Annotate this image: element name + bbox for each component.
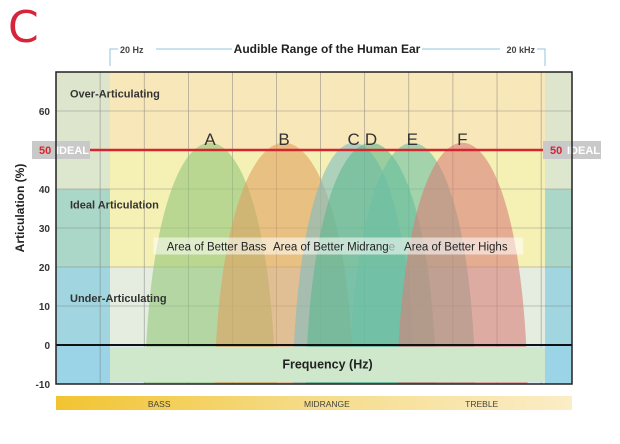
- zone-label: Under-Articulating: [70, 293, 167, 305]
- y-axis-label: Articulation (%): [13, 164, 27, 253]
- area-label: Area of Better Highs: [404, 242, 508, 254]
- audible-range-bracket: [109, 48, 546, 66]
- curve-label: B: [278, 130, 289, 149]
- range-start-label: 20 Hz: [120, 45, 144, 55]
- panel-label: C: [8, 2, 39, 53]
- curve-label: F: [457, 130, 467, 149]
- y-tick-label: 0: [44, 341, 50, 352]
- curve-label: D: [365, 130, 377, 149]
- chart-title: Audible Range of the Human Ear: [234, 42, 421, 56]
- y-tick-label: 60: [39, 107, 51, 118]
- y-tick-label: 30: [39, 224, 51, 235]
- area-label-backdrop: [153, 237, 280, 255]
- zone-label: Ideal Articulation: [70, 200, 159, 212]
- y-tick-label: 10: [39, 302, 51, 313]
- area-label-backdrop: [279, 237, 389, 255]
- area-label: Area of Better Midrange: [273, 242, 395, 254]
- band-label: TREBLE: [465, 399, 498, 409]
- band-label: MIDRANGE: [304, 399, 350, 409]
- ideal-text-label: IDEAL: [56, 145, 89, 157]
- y-tick-label: 20: [39, 263, 51, 274]
- range-end-label: 20 kHz: [506, 45, 535, 55]
- frequency-bar: [110, 347, 545, 382]
- curves: [144, 142, 528, 384]
- y-tick-label: 40: [39, 185, 51, 196]
- ideal-badge-left: [32, 141, 90, 159]
- curve-f: [397, 142, 528, 384]
- area-label-backdrop: [388, 237, 524, 255]
- edge-fade: [545, 72, 572, 189]
- ideal-text-label: IDEAL: [567, 145, 600, 157]
- area-label: Area of Better Bass: [167, 242, 267, 254]
- bracket-right: [537, 48, 546, 66]
- ideal-value-label: 50: [39, 145, 51, 157]
- band-label: BASS: [148, 399, 171, 409]
- curve-label: E: [407, 130, 418, 149]
- frequency-band-strip: [56, 396, 572, 410]
- plot-frame: [55, 71, 573, 385]
- x-axis-label: Frequency (Hz): [282, 357, 372, 371]
- bracket-left: [109, 48, 118, 66]
- curve-label: C: [347, 130, 359, 149]
- curve-label: A: [204, 130, 216, 149]
- edge-fade: [56, 72, 110, 189]
- ideal-value-label: 50: [550, 145, 562, 157]
- zone-label: Over-Articulating: [70, 88, 160, 100]
- y-tick-label: -10: [36, 380, 51, 391]
